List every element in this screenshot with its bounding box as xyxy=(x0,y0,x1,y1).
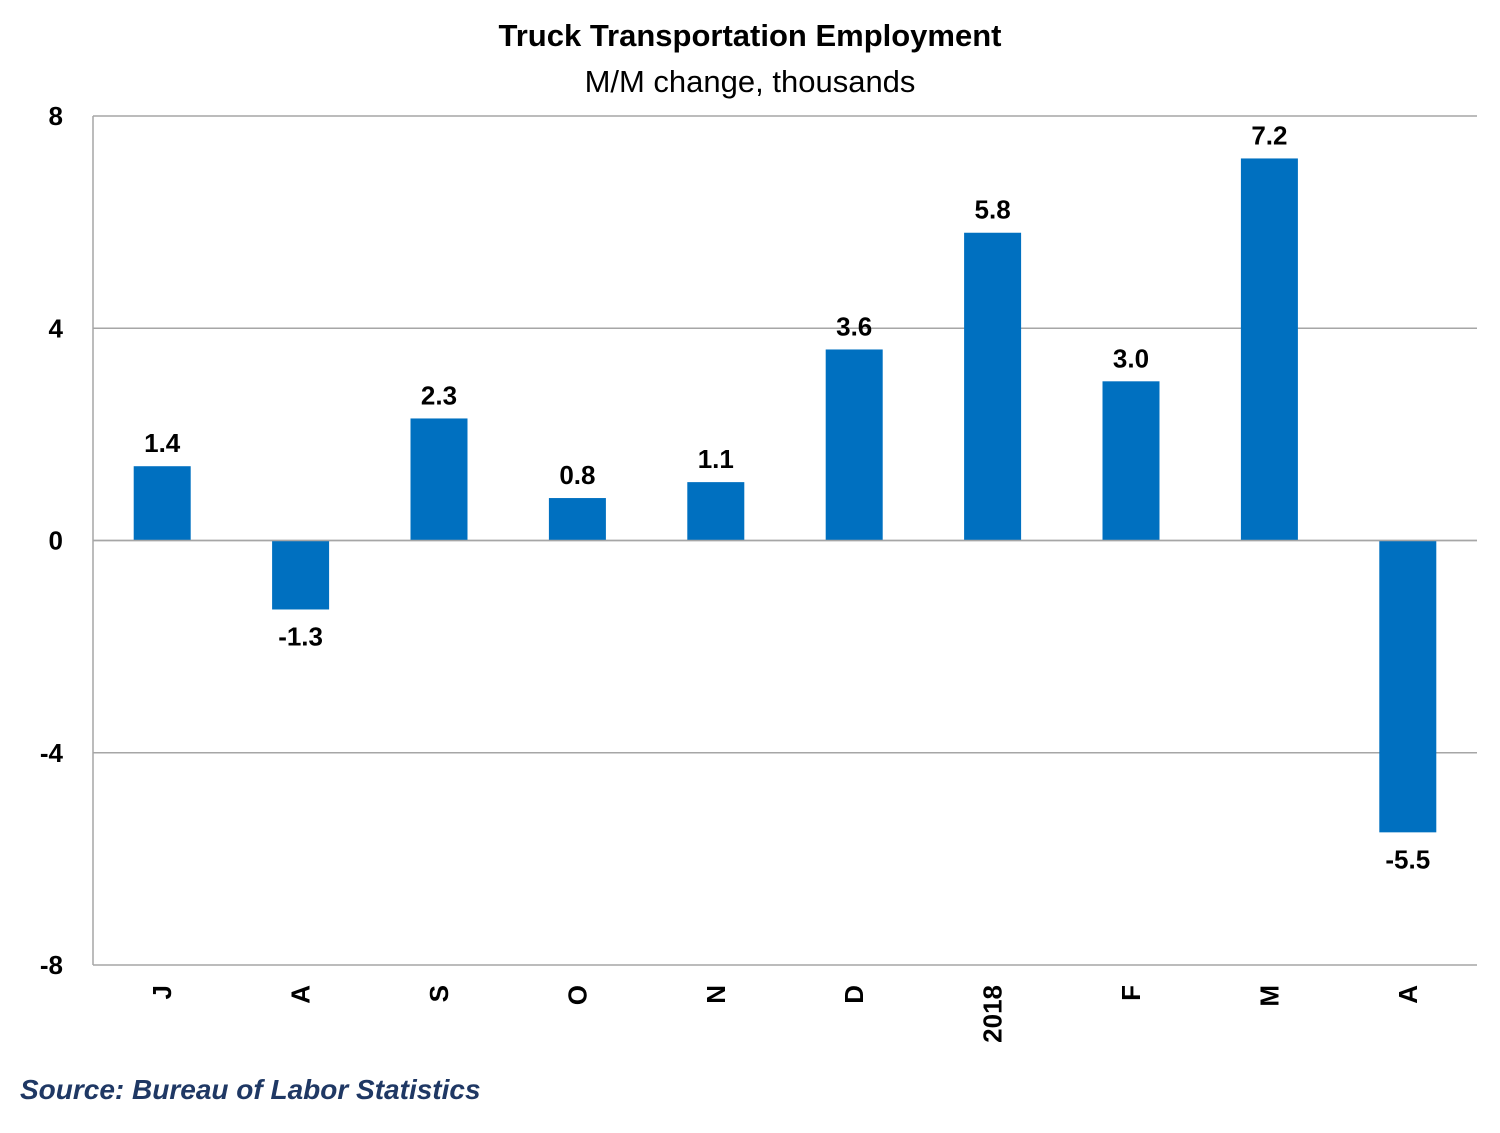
chart-subtitle: M/M change, thousands xyxy=(584,64,916,99)
bar xyxy=(272,540,330,610)
y-tick-label: 0 xyxy=(49,526,63,556)
x-tick-label: 2018 xyxy=(978,985,1008,1043)
x-tick-label: O xyxy=(562,985,592,1005)
axes xyxy=(92,116,1477,965)
bar xyxy=(1240,158,1298,541)
x-tick-label: S xyxy=(424,985,454,1002)
x-tick-label: F xyxy=(1116,985,1146,1001)
x-tick-label: N xyxy=(701,985,731,1004)
data-label: 0.8 xyxy=(559,460,595,490)
x-tick-label: A xyxy=(286,985,316,1004)
y-tick-label: -4 xyxy=(40,738,64,768)
bar xyxy=(964,232,1022,541)
y-tick-label: 8 xyxy=(49,101,63,131)
bar xyxy=(687,482,745,541)
data-label: 1.1 xyxy=(698,444,734,474)
bar xyxy=(548,498,606,541)
bar xyxy=(825,349,883,541)
y-tick-label: -8 xyxy=(40,950,63,980)
chart-title: Truck Transportation Employment xyxy=(498,18,1002,53)
bars xyxy=(133,158,1437,833)
data-label: -5.5 xyxy=(1385,844,1430,874)
y-tick-label: 4 xyxy=(49,313,64,343)
data-label: 7.2 xyxy=(1251,120,1287,150)
x-tick-label: A xyxy=(1393,985,1423,1004)
source-note: Source: Bureau of Labor Statistics xyxy=(20,1074,481,1105)
data-label: 1.4 xyxy=(144,428,181,458)
x-tick-label: D xyxy=(839,985,869,1004)
bar xyxy=(410,418,468,541)
bar xyxy=(133,466,191,541)
x-tick-label: M xyxy=(1254,985,1284,1007)
data-label: 3.6 xyxy=(836,311,872,341)
bar xyxy=(1379,540,1437,833)
data-label: 2.3 xyxy=(421,380,457,410)
data-label: 3.0 xyxy=(1113,343,1149,373)
data-label: 5.8 xyxy=(975,195,1011,225)
labels: 8 4 0 -4 -8 1.4 J -1.3 A 2.3 S 0.8 O 1.1 N 3.6 D 5.8 2018 3… xyxy=(40,101,1430,1043)
bar xyxy=(1102,381,1160,541)
x-tick-label: J xyxy=(147,985,177,999)
data-label: -1.3 xyxy=(278,621,323,651)
